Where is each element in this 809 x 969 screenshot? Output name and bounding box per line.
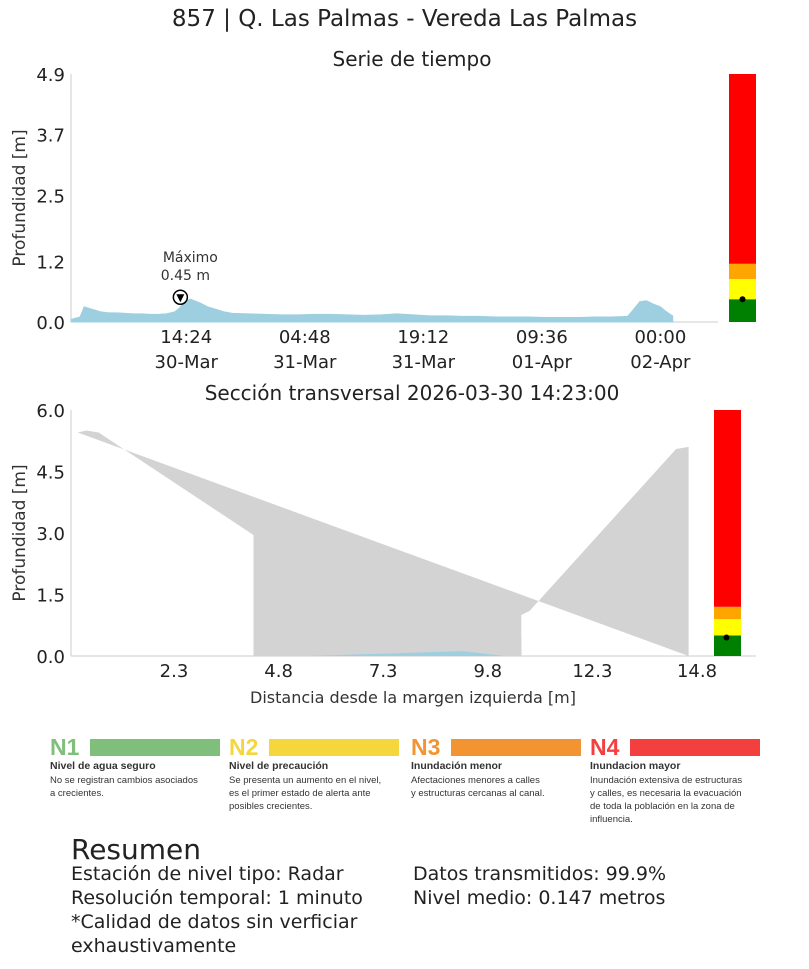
xs-xtick-label: 2.3 [160, 661, 189, 682]
legend-n3-desc: Afectaciones menores a calles y estructu… [411, 774, 581, 800]
ts-xtick-time: 00:00 [634, 327, 686, 348]
legend-n1-code: N1 [50, 733, 80, 760]
legend-n1-title: Nivel de agua seguro [50, 760, 156, 772]
max-marker [172, 289, 189, 305]
xs-level-segment-n3 [714, 606, 741, 620]
time-series-level-bar [729, 74, 756, 322]
legend-n2-code: N2 [229, 733, 259, 760]
ts-ytick-label: 2.5 [36, 186, 65, 207]
legend-n1-desc-line: a crecientes. [50, 788, 104, 799]
max-annotation-value: 0.45 m [161, 268, 210, 284]
legend-n1-desc-line: No se registran cambios asociados [50, 775, 198, 786]
ts-xtick-time: 09:36 [516, 327, 568, 348]
ts-level-segment-n2 [729, 278, 756, 300]
time-series-ylabel: Profundidad [m] [10, 129, 30, 266]
xs-xtick-label: 14.8 [677, 661, 717, 682]
legend-n4-desc-line: Inundación extensiva de estructuras [590, 775, 743, 786]
ts-level-current-dot [739, 296, 746, 303]
time-series-chart: Serie de tiempo 0.0 1.2 2.5 3.7 4.9 14:24 30-M… [10, 47, 756, 373]
legend-n3-title: Inundación menor [411, 760, 503, 772]
cross-section-level-bar [714, 410, 741, 656]
legend-n2: N2 Nivel de precaución Se presenta un au… [229, 734, 399, 813]
xs-ytick-label: 1.5 [36, 586, 65, 607]
legend-n1: N1 Nivel de agua seguro No se registran … [50, 734, 220, 800]
ts-ytick-label: 1.2 [36, 252, 65, 273]
summary-title: Resumen [71, 833, 202, 866]
legend-n3-desc-line: y estructuras cercanas al canal. [411, 788, 545, 799]
legend-n3-code: N3 [411, 733, 441, 760]
legend-n3-desc-line: Afectaciones menores a calles [411, 775, 540, 786]
time-series-title: Serie de tiempo [333, 47, 492, 71]
legend-n2-desc: Se presenta un aumento en el nivel, es e… [229, 774, 399, 813]
charts-svg: Serie de tiempo 0.0 1.2 2.5 3.7 4.9 14:24 30-M… [10, 47, 756, 707]
cross-section-ylabel: Profundidad [m] [10, 464, 30, 601]
max-marker-triangle [176, 294, 185, 303]
summary-left-line: *Calidad de datos sin verficiar [71, 911, 358, 933]
legend-n3: N3 Inundación menor Afectaciones menores… [411, 734, 581, 800]
xs-xtick-label: 4.8 [264, 661, 293, 682]
ts-xtick-time: 04:48 [279, 327, 331, 348]
legend-n1-desc: No se registran cambios asociados a crec… [50, 774, 220, 800]
ts-series-area [70, 298, 674, 323]
ts-xtick-date: 30-Mar [155, 352, 219, 373]
ts-ytick-label: 4.9 [36, 65, 65, 86]
ts-xtick-time: 14:24 [160, 327, 212, 348]
legend-n4-title: Inundacion mayor [590, 760, 681, 772]
legend-n2-desc-line: es el primer estado de alerta ante [229, 788, 371, 799]
summary-right-line: Datos transmitidos: 99.9% [413, 863, 667, 885]
legend-n4: N4 Inundacion mayor Inundación extensiva… [590, 734, 760, 826]
cross-section-chart: Sección transversal 2026-03-30 14:23:00 … [10, 381, 756, 707]
legend-n4-desc: Inundación extensiva de estructuras y ca… [590, 774, 760, 826]
xs-ytick-label: 3.0 [36, 524, 65, 545]
cross-section-title: Sección transversal 2026-03-30 14:23:00 [205, 381, 620, 405]
ts-ytick-label: 3.7 [36, 126, 65, 147]
legend-n2-title: Nivel de precaución [229, 760, 329, 772]
ts-xtick-date: 31-Mar [392, 352, 456, 373]
xs-ytick-label: 6.0 [36, 401, 65, 422]
legend-n3-bar [451, 738, 581, 756]
xs-level-segment-n4 [714, 410, 741, 607]
legend-n4-code: N4 [590, 733, 620, 760]
xs-level-current-dot [723, 634, 730, 641]
ts-xtick-date: 31-Mar [273, 352, 337, 373]
xs-xtick-label: 12.3 [572, 661, 612, 682]
time-series-plot: 0.0 1.2 2.5 3.7 4.9 14:24 30-Mar 04:48 31-Mar 19:… [36, 65, 718, 373]
legend-n4-desc-line: de toda la población en la zona de [590, 801, 735, 812]
ts-level-segment-n4 [729, 74, 756, 264]
max-annotation-label: Máximo [163, 250, 218, 266]
xs-ytick-label: 4.5 [36, 463, 65, 484]
summary-left-line: Estación de nivel tipo: Radar [71, 863, 344, 885]
summary-right-line: Nivel medio: 0.147 metros [413, 887, 666, 909]
summary-left-line: Resolución temporal: 1 minuto [71, 887, 363, 909]
legend-n2-desc-line: posibles crecientes. [229, 801, 313, 812]
page-title: 857 | Q. Las Palmas - Vereda Las Palmas [171, 6, 638, 32]
legend-n4-desc-line: influencia. [590, 814, 633, 825]
ts-ytick-label: 0.0 [36, 313, 65, 334]
ts-level-segment-n3 [729, 263, 756, 279]
ts-xtick-time: 19:12 [397, 327, 449, 348]
summary-left-line: exhaustivamente [71, 935, 237, 957]
legend-n1-bar [90, 738, 220, 756]
legend-n2-bar [269, 738, 399, 756]
legend-n4-desc-line: y calles, es necesaria la evacuación [590, 788, 742, 799]
xs-xtick-label: 7.3 [369, 661, 398, 682]
xs-ytick-label: 0.0 [36, 647, 65, 668]
xs-level-segment-n2 [714, 619, 741, 636]
xs-xtick-label: 9.8 [473, 661, 502, 682]
ts-level-segment-n1 [729, 299, 756, 322]
ts-xtick-date: 01-Apr [512, 352, 573, 373]
legend-n2-desc-line: Se presenta un aumento en el nivel, [229, 775, 382, 786]
ts-xtick-date: 02-Apr [630, 352, 691, 373]
xs-level-segment-n1 [714, 635, 741, 656]
cross-section-plot: 0.0 1.5 3.0 4.5 6.0 2.3 4.8 7.3 9.8 12.3 14.8 [36, 401, 756, 682]
cross-section-xlabel: Distancia desde la margen izquierda [m] [250, 688, 576, 707]
xs-terrain [77, 430, 689, 656]
legend-n4-bar [630, 738, 760, 756]
